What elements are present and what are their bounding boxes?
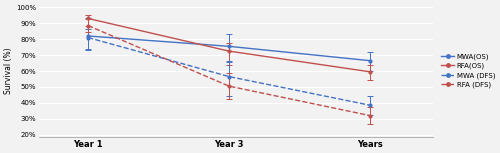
Y-axis label: Survival (%): Survival (%) xyxy=(4,47,13,94)
Legend: MWA(OS), RFA(OS), MWA (DFS), RFA (DFS): MWA(OS), RFA(OS), MWA (DFS), RFA (DFS) xyxy=(440,53,496,88)
